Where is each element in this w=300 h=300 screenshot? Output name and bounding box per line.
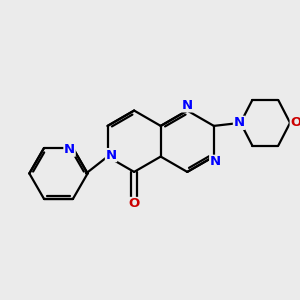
Text: N: N xyxy=(106,148,117,162)
Text: N: N xyxy=(182,99,193,112)
Text: O: O xyxy=(290,116,300,129)
Text: N: N xyxy=(210,155,221,168)
Text: N: N xyxy=(64,143,75,156)
Text: N: N xyxy=(233,116,244,129)
Text: O: O xyxy=(128,197,140,211)
